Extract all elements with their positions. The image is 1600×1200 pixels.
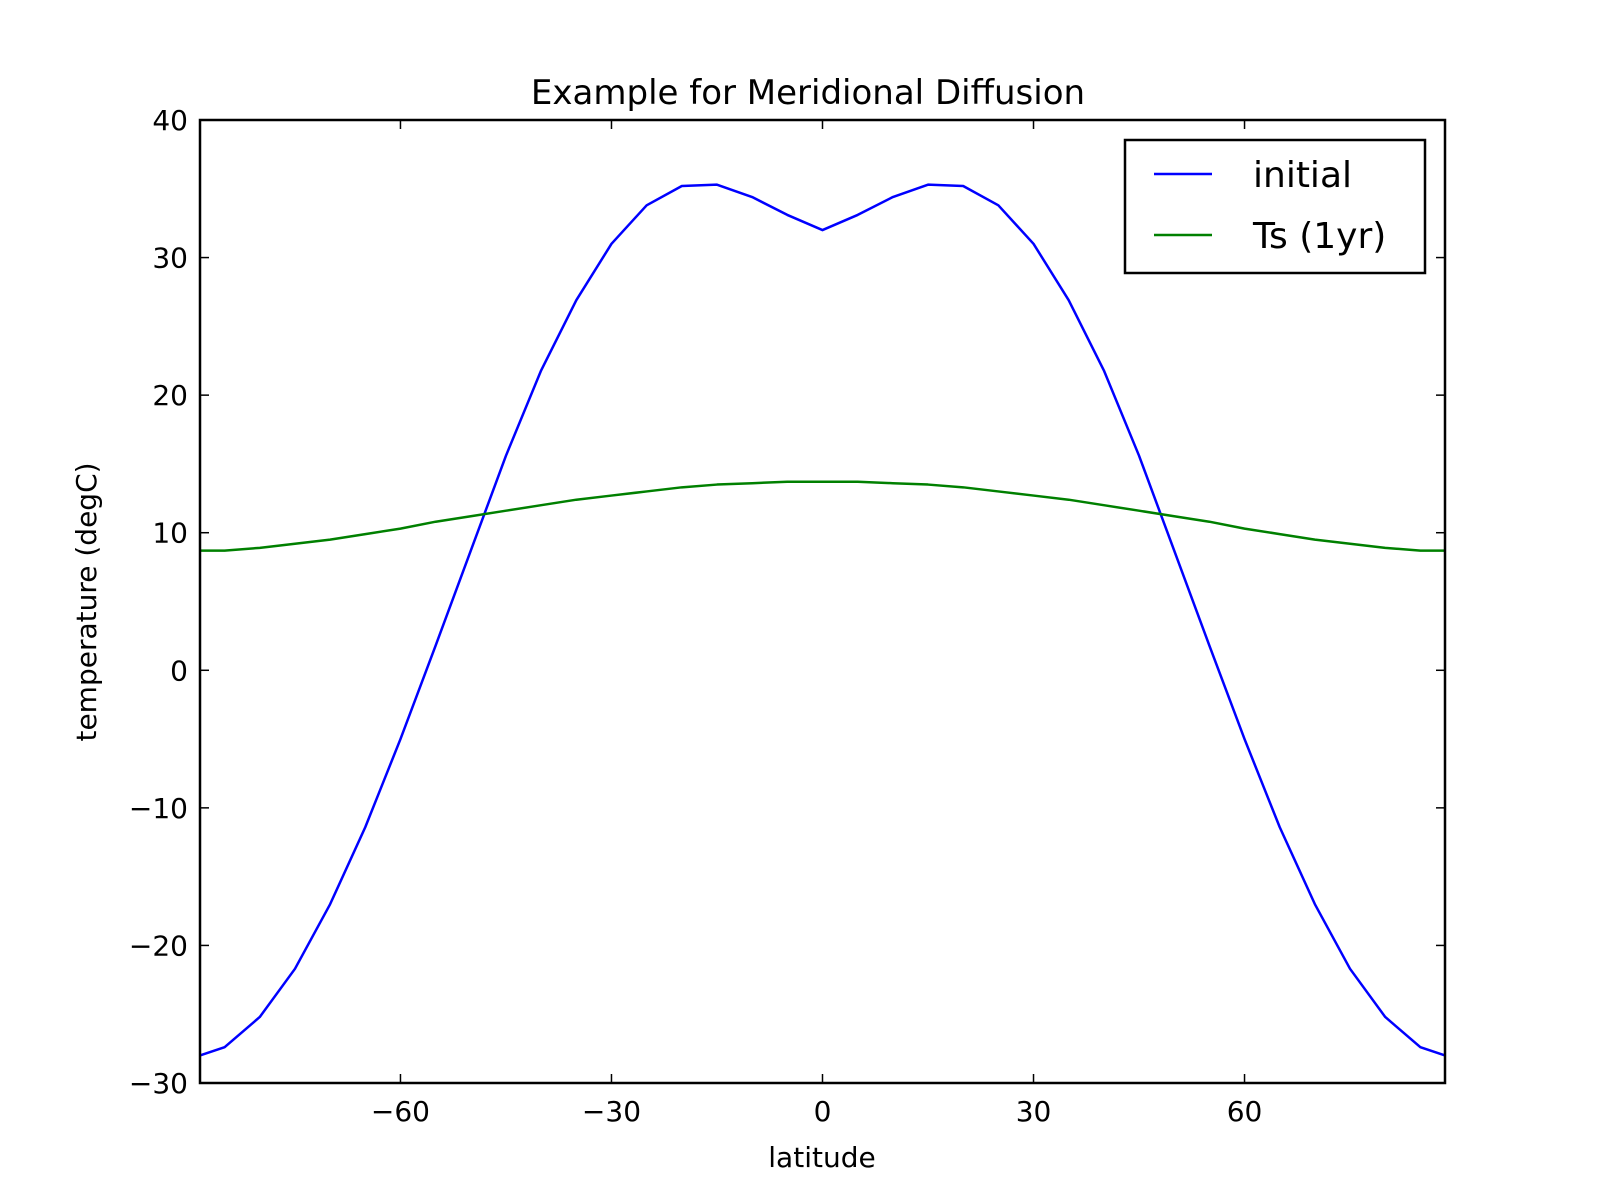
y-tick-label: 20 [152,379,188,412]
legend-label-ts-1yr: Ts (1yr) [1252,216,1386,257]
series-layer [199,183,1446,1057]
y-tick-label: 0 [170,654,188,687]
x-axis-ticks: −60 −30 0 30 60 [371,120,1262,1128]
y-tick-label: 10 [152,517,188,550]
x-tick-label: 0 [814,1095,832,1128]
y-tick-label: −10 [129,792,188,825]
x-tick-label: −30 [582,1095,641,1128]
legend: initial Ts (1yr) [1123,138,1427,275]
y-tick-label: −20 [129,929,188,962]
chart-title: Example for Meridional Diffusion [531,73,1085,113]
y-axis-ticks: −30 −20 −10 0 10 20 30 40 [129,104,1445,1100]
plot-area: −60 −30 0 30 60 −30 −20 −10 0 10 20 30 40 [129,104,1447,1128]
x-axis-label: latitude [768,1141,875,1174]
x-tick-label: −60 [371,1095,430,1128]
legend-label-initial: initial [1253,155,1352,196]
y-axis-label: temperature (degC) [70,462,103,741]
y-tick-label: −30 [129,1067,188,1100]
x-tick-label: 30 [1016,1095,1052,1128]
legend-frame [1123,138,1427,275]
x-tick-label: 60 [1227,1095,1263,1128]
plot-background [200,120,1445,1083]
y-tick-label: 30 [152,242,188,275]
series-line-initial [199,183,1446,1057]
y-tick-label: 40 [152,104,188,137]
series-line-ts-1yr [200,480,1445,552]
